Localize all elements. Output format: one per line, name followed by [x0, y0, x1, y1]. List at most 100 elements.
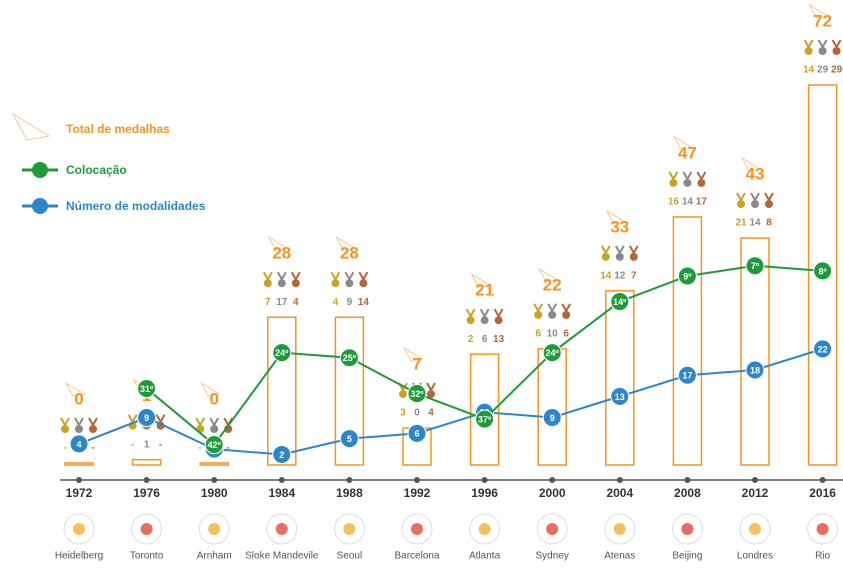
- city-logo-mark: [411, 523, 423, 535]
- modalidades-line-label: 5: [347, 434, 352, 444]
- medal-icon: [534, 310, 543, 319]
- bar: [537, 348, 567, 466]
- medal-count: 13: [493, 334, 505, 345]
- medal-icon: [75, 425, 83, 433]
- medal-icon: [60, 417, 70, 428]
- axis-dot: [616, 477, 623, 483]
- total-label: 28: [272, 244, 291, 263]
- colocacao-line-point: [339, 348, 359, 368]
- medal-icon: [683, 178, 692, 187]
- city-label: Sloke Mandevile: [245, 551, 319, 562]
- city-logo-mark: [478, 523, 491, 535]
- medal-icon: [600, 245, 611, 255]
- modalidades-line-point: [542, 408, 562, 427]
- modalidades-line-label: 4: [76, 439, 81, 449]
- medal-icon: [195, 417, 206, 428]
- axis-dot: [76, 477, 82, 483]
- medal-icon: [601, 252, 610, 261]
- medal-count: 4: [428, 408, 434, 419]
- medal-icon: [344, 271, 355, 282]
- medal-count: 7: [631, 270, 637, 281]
- medal-count: -: [63, 443, 66, 454]
- medal-icon: [561, 303, 572, 313]
- medal-count: -: [159, 439, 162, 450]
- medal-icon: [697, 178, 706, 187]
- medal-icon: [210, 425, 219, 433]
- medal-count: 2: [468, 334, 474, 345]
- medal-count: 29: [817, 65, 829, 76]
- city-logo-mark: [816, 523, 829, 535]
- medal-icon: [682, 171, 693, 181]
- medal-icon: [494, 316, 503, 325]
- legend-dot: [32, 162, 48, 178]
- medal-icon: [263, 279, 272, 288]
- medal-count: 3: [400, 408, 406, 419]
- medal-count: 8: [766, 218, 772, 229]
- modalidades-line-point: [339, 429, 359, 449]
- colocacao-line-label: 37º: [478, 414, 492, 424]
- modalidades-line-point: [272, 444, 292, 464]
- city-logo-mark: [140, 523, 153, 535]
- medal-count: 29: [831, 65, 843, 76]
- city-label: Toronto: [130, 551, 164, 562]
- modalidades-line-label: 17: [682, 371, 692, 381]
- medal-icon: [465, 308, 476, 319]
- medal-icon: [61, 425, 69, 433]
- medal-icon: [466, 316, 475, 325]
- city-logo-mark: [546, 523, 559, 535]
- axis-dot: [481, 477, 488, 483]
- bar: [199, 462, 229, 466]
- colocacao-line-label: 9º: [683, 271, 692, 281]
- x-tick-label: 1992: [404, 486, 431, 500]
- colocacao-line-point: [204, 435, 224, 455]
- medal-count: -: [227, 443, 230, 454]
- colocacao-line-label: 24º: [546, 348, 560, 358]
- medal-count: 17: [276, 297, 288, 308]
- medal-icon: [804, 47, 813, 55]
- medal-count: 14: [803, 65, 815, 76]
- medal-icon: [628, 245, 639, 255]
- medal-icon: [736, 192, 746, 203]
- axis-dot: [346, 477, 353, 483]
- city-label: Rio: [815, 551, 830, 562]
- medal-icon: [276, 271, 287, 282]
- medal-icon: [803, 39, 814, 50]
- colocacao-line-label: 8º: [818, 266, 827, 276]
- city-label: Barcelona: [394, 551, 439, 562]
- medal-count: 0: [414, 408, 420, 419]
- medal-count: 9: [347, 297, 353, 308]
- axis-dot: [414, 477, 420, 483]
- x-tick-label: 2016: [809, 486, 836, 500]
- city-label: Atlanta: [469, 551, 501, 562]
- medal-count: 14: [749, 218, 761, 229]
- axis-dot: [278, 477, 285, 483]
- medal-icon: [331, 279, 340, 288]
- triangle-icon: [335, 235, 356, 251]
- bar: [605, 290, 635, 466]
- x-tick-label: 1972: [66, 486, 93, 500]
- medal-icon: [479, 308, 490, 319]
- medal-count: -: [91, 443, 94, 454]
- modalidades-line-label: 22: [818, 344, 828, 354]
- colocacao-line-label: 14º: [613, 297, 627, 307]
- medal-icon: [562, 310, 571, 319]
- modalidades-line-label: 9: [144, 413, 149, 423]
- modalidades-line: [78, 347, 823, 456]
- medal-icon: [358, 271, 369, 282]
- total-label: 72: [813, 11, 832, 30]
- city-label: Heidelberg: [55, 551, 103, 562]
- medal-icon: [817, 39, 828, 50]
- x-tick-label: 1980: [201, 486, 228, 500]
- x-tick-label: 2008: [674, 486, 701, 500]
- axis-dot: [143, 477, 150, 483]
- medal-count: 4: [293, 297, 299, 308]
- axis-dot: [549, 477, 556, 483]
- colocacao-line-point: [610, 292, 630, 312]
- medal-icon: [88, 417, 98, 428]
- medal-count: 6: [535, 329, 541, 340]
- modalidades-line-point: [610, 386, 630, 406]
- legend-label: Colocação: [66, 163, 127, 177]
- x-tick-label: 1988: [336, 486, 363, 500]
- medal-icon: [669, 178, 678, 187]
- city-label: Londres: [737, 551, 773, 562]
